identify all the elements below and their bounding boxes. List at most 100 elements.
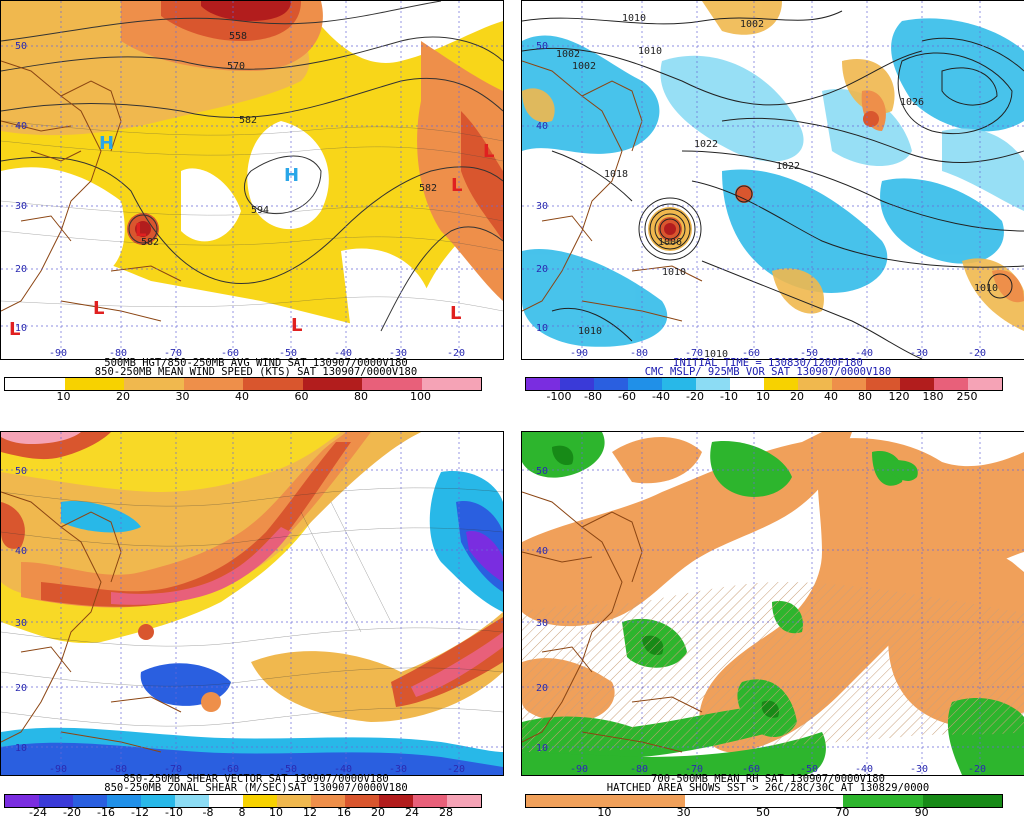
high-pressure-symbol: H	[99, 133, 114, 154]
contour-label: 570	[227, 61, 245, 72]
color-scale-tick-label: -24	[29, 806, 47, 819]
color-scale-swatch	[605, 795, 685, 807]
color-scale-tick-label: 20	[790, 390, 804, 403]
contour-label: 582	[141, 237, 159, 248]
lon-label: -30	[910, 348, 928, 359]
color-scale-swatch	[968, 378, 1002, 390]
lat-label: 20	[15, 264, 27, 275]
color-scale-tick-label: -20	[63, 806, 81, 819]
color-scale-bar	[4, 794, 482, 808]
lat-label: 20	[15, 683, 27, 694]
lon-label: -80	[630, 348, 648, 359]
color-scale-tick-label: 12	[303, 806, 317, 819]
panel-1-caption-line-2: 850-250MB MEAN WIND SPEED (KTS) SAT 1309…	[94, 366, 418, 378]
lat-lon-grid	[1, 432, 503, 775]
color-scale-bar	[525, 377, 1003, 391]
lon-label: -70	[685, 348, 703, 359]
lat-label: 30	[536, 201, 548, 212]
color-scale-tick-label: 8	[238, 806, 246, 819]
lon-label: -20	[968, 348, 986, 359]
mean-rh-map: 50 40 30 20 10 -90 -80 -70 -60 -50 -40 -…	[522, 432, 1024, 775]
lat-label: 10	[15, 743, 27, 754]
color-scale-swatch	[763, 795, 844, 807]
panel-2-caption-line-2: CMC MSLP/ 925MB VOR SAT 130907/0000V180	[644, 366, 892, 378]
color-scale-tick-label: 10	[756, 390, 770, 403]
lon-label: -50	[800, 764, 818, 775]
color-scale-tick-label: 20	[371, 806, 385, 819]
lat-label: 40	[536, 121, 548, 132]
lat-label: 10	[15, 323, 27, 334]
lon-label: -40	[855, 348, 873, 359]
panel-mslp-vorticity: 50 40 30 20 10 -90 -80 -70 -60 -50 -40 -…	[521, 0, 1024, 360]
isobar-label: 1010	[662, 267, 686, 278]
color-scale-swatch	[900, 378, 934, 390]
color-scale-swatch	[628, 378, 662, 390]
lon-label: -50	[800, 348, 818, 359]
color-scale-tick-label: 40	[824, 390, 838, 403]
color-scale-swatch	[277, 795, 311, 807]
mslp-vorticity-map: 50 40 30 20 10 -90 -80 -70 -60 -50 -40 -…	[522, 1, 1024, 359]
lon-label: -90	[49, 348, 67, 359]
lon-label: -60	[221, 348, 239, 359]
color-scale-swatch	[526, 795, 606, 807]
low-pressure-symbol: L	[483, 141, 494, 162]
coastline-lines	[522, 491, 703, 753]
color-scale-swatch	[843, 795, 923, 807]
color-scale-tick-label: 90	[914, 806, 929, 819]
panel-3-caption-line-2: 850-250MB ZONAL SHEAR (M/SEC)SAT 130907/…	[104, 782, 408, 794]
lon-label: -20	[968, 764, 986, 775]
panel-3-caption-line-1: 850-250MB SHEAR VECTOR SAT 130907/0000V1…	[123, 773, 389, 785]
color-scale-tick-label: -16	[97, 806, 115, 819]
lon-label: -40	[334, 764, 352, 775]
lon-label: -30	[389, 348, 407, 359]
low-pressure-symbol: L	[9, 319, 20, 340]
color-scale-tick-label: -60	[618, 390, 636, 403]
low-pressure-symbol: L	[291, 315, 302, 336]
color-scale-tick-label: 20	[116, 390, 130, 403]
lon-label: -30	[389, 764, 407, 775]
lon-label: -90	[49, 764, 67, 775]
lon-label: -40	[855, 764, 873, 775]
isobar-label: 1018	[604, 169, 628, 180]
lat-label: 10	[536, 323, 548, 334]
color-scale-swatch	[832, 378, 866, 390]
lon-label: -60	[742, 348, 760, 359]
color-scale-tick-label: -80	[584, 390, 602, 403]
color-scale-swatch	[526, 378, 560, 390]
lat-label: 10	[536, 743, 548, 754]
zonal-shear-map: 50 40 30 20 10 -90 -80 -70 -60 -50 -40 -…	[1, 432, 503, 775]
color-scale-tick-label: 80	[354, 390, 368, 403]
color-scale-swatch	[866, 378, 900, 390]
color-scale-swatch	[413, 795, 447, 807]
isobar-label: 1006	[658, 237, 682, 248]
low-pressure-symbol: L	[451, 175, 462, 196]
color-scale-bar	[525, 794, 1003, 808]
lon-label: -20	[447, 348, 465, 359]
color-scale-swatch	[696, 378, 730, 390]
lon-label: -90	[570, 348, 588, 359]
panel-4-caption-line-2: HATCHED AREA SHOWS SST > 26C/28C/30C AT …	[606, 782, 930, 794]
lat-label: 40	[536, 546, 548, 557]
lat-label: 50	[536, 466, 548, 477]
color-scale-tick-label: 10	[269, 806, 283, 819]
color-scale-tick-label: -100	[546, 390, 572, 403]
lat-label: 50	[536, 41, 548, 52]
color-scale-tick-label: 10	[597, 806, 612, 819]
color-scale-swatch	[311, 795, 345, 807]
contour-label: 594	[251, 205, 269, 216]
color-scale-swatch	[922, 795, 1002, 807]
color-scale-swatch	[141, 795, 175, 807]
color-scale-tick-label: 120	[888, 390, 910, 403]
color-scale-tick-label: -10	[165, 806, 183, 819]
coastline-lines	[1, 491, 182, 753]
color-scale-swatch	[107, 795, 141, 807]
color-scale-swatch	[934, 378, 968, 390]
color-scale-tick-label: 10	[56, 390, 71, 403]
color-scale-tick-label: 60	[294, 390, 309, 403]
high-pressure-symbol: H	[284, 165, 299, 186]
lat-lon-grid	[522, 432, 1024, 775]
color-scale-tick-label: 50	[756, 806, 770, 819]
color-scale-swatch	[662, 378, 696, 390]
low-pressure-symbol: L	[93, 298, 104, 319]
color-scale-swatch	[447, 795, 481, 807]
